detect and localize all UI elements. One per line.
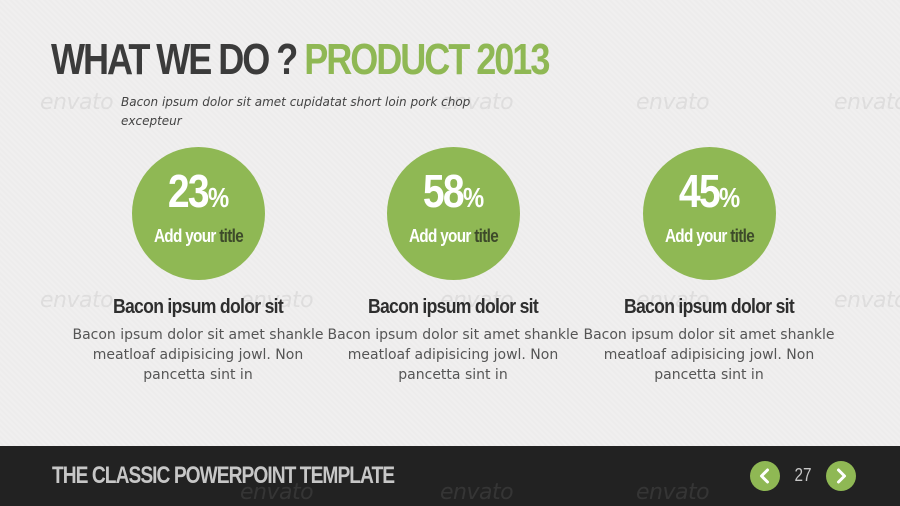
footer-title: THE CLASSIC POWERPOINT TEMPLATE <box>52 462 395 489</box>
slide-subtitle: Bacon ipsum dolor sit amet cupidatat sho… <box>121 95 471 128</box>
stat-percent-unit: % <box>207 182 229 213</box>
stat-circle-label-dark: title <box>729 226 754 246</box>
stat-circle-label: Add your title <box>396 226 509 247</box>
stat-circle: 58% Add your title <box>386 147 520 280</box>
stat-percent: 45% <box>652 167 765 222</box>
stat-percent-value: 58 <box>422 165 464 217</box>
stat-circle-label-dark: title <box>473 226 498 246</box>
watermark-logo: envato <box>834 288 900 313</box>
chevron-left-icon <box>760 468 769 484</box>
stat-circle-label-light: Add your <box>408 226 474 246</box>
watermark-logo: envato <box>636 480 710 505</box>
page-number: 27 <box>794 465 812 485</box>
stat-column: 45% Add your title Bacon ipsum dolor sit… <box>579 147 839 385</box>
stat-circle: 23% Add your title <box>131 147 265 280</box>
watermark-logo: envato <box>636 90 710 115</box>
next-slide-button[interactable] <box>826 461 856 491</box>
stat-heading: Bacon ipsum dolor sit <box>623 296 795 318</box>
chevron-right-icon <box>837 468 846 484</box>
footer-bar: THE CLASSIC POWERPOINT TEMPLATE 27 envat… <box>0 446 900 506</box>
slide-title-accent: PRODUCT 2013 <box>304 35 550 84</box>
stat-body: Bacon ipsum dolor sit amet shankle meatl… <box>72 327 324 383</box>
stat-percent: 58% <box>396 167 509 222</box>
stat-heading: Bacon ipsum dolor sit <box>112 296 284 318</box>
stat-heading: Bacon ipsum dolor sit <box>367 296 539 318</box>
stat-column: 58% Add your title Bacon ipsum dolor sit… <box>323 147 583 385</box>
stat-percent-unit: % <box>462 182 484 213</box>
stat-circle: 45% Add your title <box>642 147 776 280</box>
stat-circle-label: Add your title <box>141 226 254 247</box>
watermark-logo: envato <box>440 480 514 505</box>
previous-slide-button[interactable] <box>750 461 780 491</box>
slide-title-main: WHAT WE DO ? <box>51 35 305 84</box>
watermark-logo: envato <box>40 90 114 115</box>
stat-percent-unit: % <box>718 182 740 213</box>
stat-body: Bacon ipsum dolor sit amet shankle meatl… <box>327 327 579 383</box>
stat-circle-label-light: Add your <box>153 226 219 246</box>
stat-circle-label: Add your title <box>652 226 765 247</box>
stat-body: Bacon ipsum dolor sit amet shankle meatl… <box>583 327 835 383</box>
watermark-logo: envato <box>834 90 900 115</box>
stat-percent: 23% <box>141 167 254 222</box>
stat-percent-value: 45 <box>678 165 720 217</box>
slide-title: WHAT WE DO ? PRODUCT 2013 <box>51 35 550 85</box>
stat-circle-label-light: Add your <box>664 226 730 246</box>
stat-column: 23% Add your title Bacon ipsum dolor sit… <box>68 147 328 385</box>
stat-percent-value: 23 <box>167 165 209 217</box>
stat-circle-label-dark: title <box>218 226 243 246</box>
